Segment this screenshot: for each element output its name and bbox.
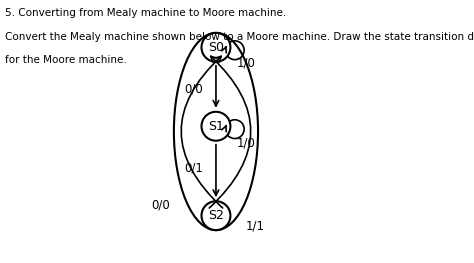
Text: Convert the Mealy machine shown below to a Moore machine. Draw the state transit: Convert the Mealy machine shown below to…: [5, 32, 474, 42]
Text: 5. Converting from Mealy machine to Moore machine.: 5. Converting from Mealy machine to Moor…: [5, 8, 286, 18]
Circle shape: [201, 33, 230, 62]
FancyArrowPatch shape: [181, 56, 223, 208]
Text: S0: S0: [208, 41, 224, 54]
Text: 0/0: 0/0: [151, 199, 170, 212]
FancyArrowPatch shape: [210, 56, 251, 208]
Text: 0/0: 0/0: [184, 83, 203, 96]
Text: 1/1: 1/1: [246, 220, 265, 233]
Circle shape: [201, 112, 230, 141]
Text: 1/0: 1/0: [237, 137, 255, 150]
Text: S1: S1: [208, 120, 224, 133]
Text: for the Moore machine.: for the Moore machine.: [5, 55, 127, 65]
Circle shape: [201, 201, 230, 230]
Text: 0/1: 0/1: [184, 162, 203, 175]
Text: S2: S2: [208, 209, 224, 222]
Text: 1/0: 1/0: [237, 57, 255, 70]
